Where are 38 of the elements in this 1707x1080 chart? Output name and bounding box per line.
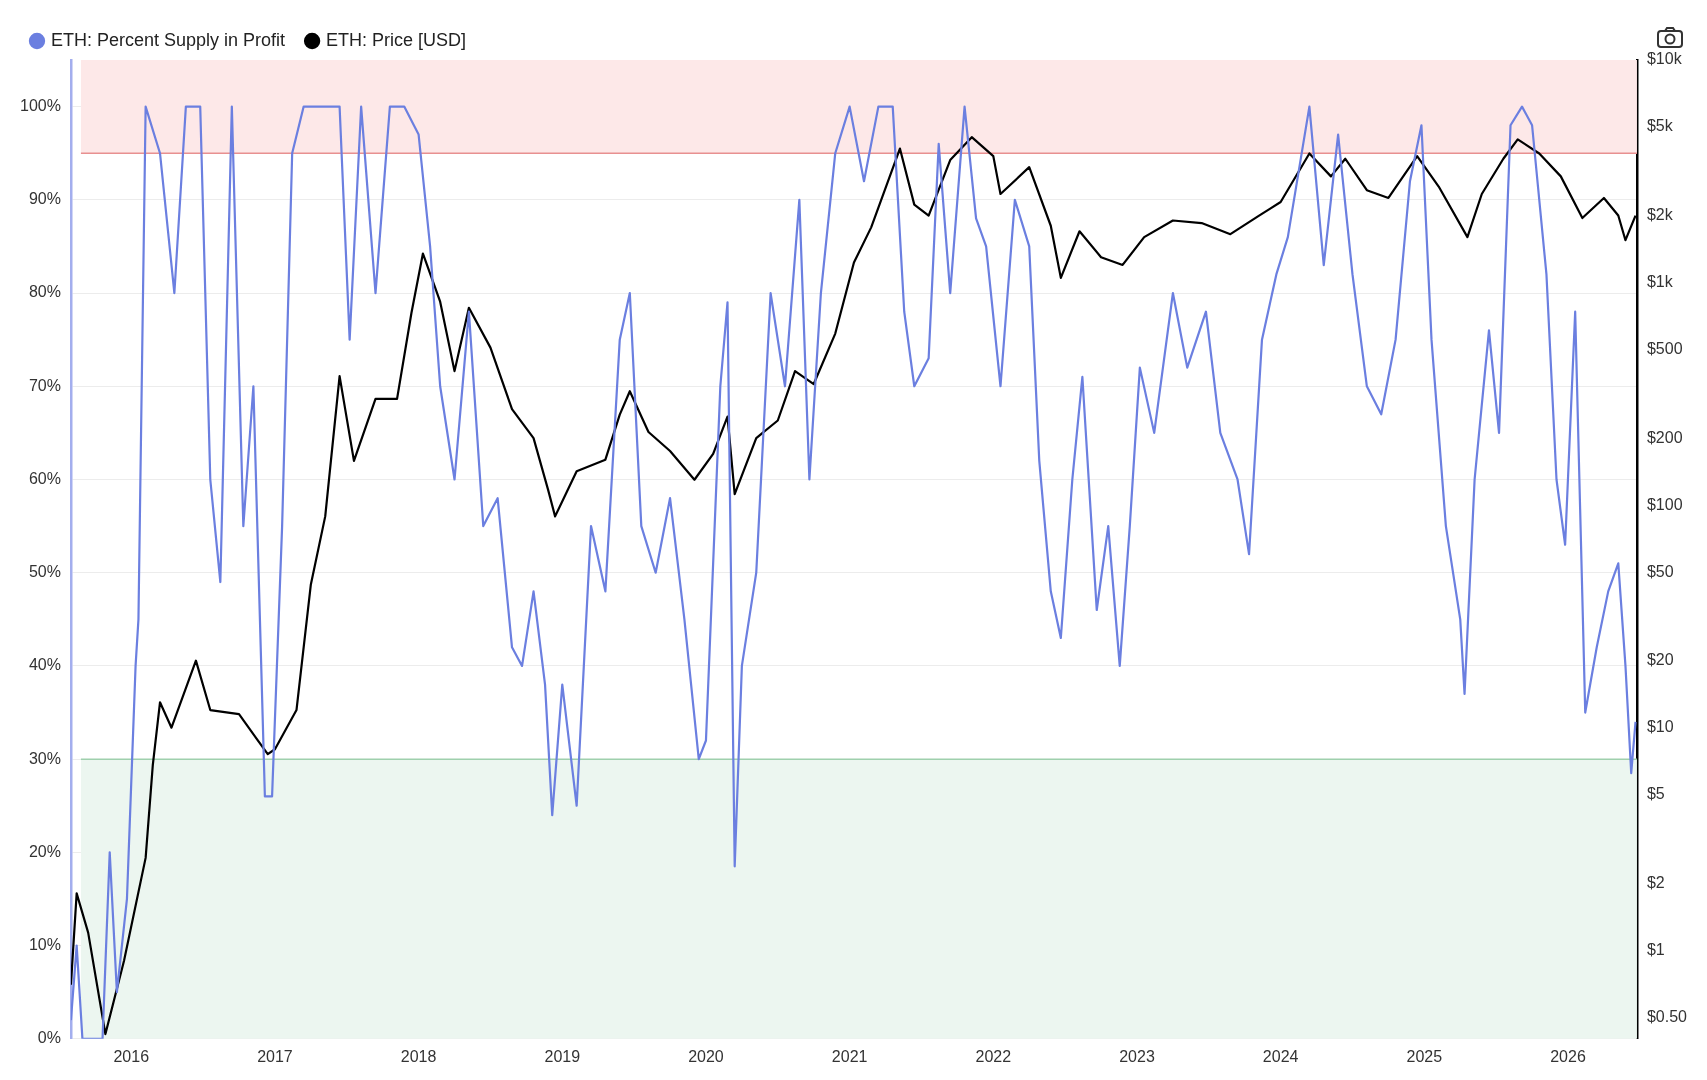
y2-tick-label: $2k bbox=[1646, 205, 1674, 223]
x-tick-label: 2025 bbox=[1406, 1047, 1443, 1065]
x-tick-label: 2020 bbox=[688, 1047, 724, 1065]
x-tick-label: 2026 bbox=[1550, 1047, 1586, 1065]
y2-tick-label: $10 bbox=[1646, 718, 1674, 736]
y-tick-label: 80% bbox=[28, 283, 61, 301]
y-tick-label: 100% bbox=[20, 97, 61, 115]
x-tick-label: 2021 bbox=[831, 1047, 868, 1065]
y2-tick-label: $100 bbox=[1646, 495, 1683, 513]
y-tick-label: 40% bbox=[28, 656, 61, 674]
y-tick-label: 60% bbox=[28, 469, 61, 487]
x-tick-label: 2024 bbox=[1262, 1047, 1299, 1065]
y2-tick-label: $10k bbox=[1646, 50, 1683, 68]
y-tick-label: 50% bbox=[28, 563, 61, 581]
x-tick-label: 2019 bbox=[544, 1047, 581, 1065]
x-tick-label: 2022 bbox=[975, 1047, 1012, 1065]
x-tick-label: 2016 bbox=[113, 1047, 150, 1065]
y-tick-label: 10% bbox=[28, 935, 61, 953]
y2-tick-label: $5k bbox=[1646, 117, 1674, 135]
y-tick-label: 0% bbox=[37, 1029, 61, 1047]
y2-tick-label: $0.50 bbox=[1646, 1007, 1688, 1025]
y2-tick-label: $20 bbox=[1646, 651, 1674, 669]
y-tick-label: 20% bbox=[28, 842, 61, 860]
x-tick-label: 2018 bbox=[400, 1047, 437, 1065]
x-tick-label: 2023 bbox=[1119, 1047, 1155, 1065]
y2-tick-label: $500 bbox=[1646, 339, 1683, 357]
y2-tick-label: $2 bbox=[1646, 873, 1665, 891]
legend-label: ETH: Percent Supply in Profit bbox=[51, 29, 286, 50]
y2-tick-label: $1 bbox=[1646, 940, 1665, 958]
y2-tick-label: $5 bbox=[1646, 785, 1665, 803]
y-tick-label: 70% bbox=[28, 376, 61, 394]
y2-tick-label: $50 bbox=[1646, 562, 1674, 580]
y2-tick-label: $200 bbox=[1646, 428, 1683, 446]
y2-tick-label: $1k bbox=[1646, 272, 1674, 290]
legend-label: ETH: Price [USD] bbox=[326, 29, 467, 50]
x-tick-label: 2017 bbox=[257, 1047, 293, 1065]
y-tick-label: 30% bbox=[28, 749, 61, 767]
y-tick-label: 90% bbox=[28, 190, 61, 208]
